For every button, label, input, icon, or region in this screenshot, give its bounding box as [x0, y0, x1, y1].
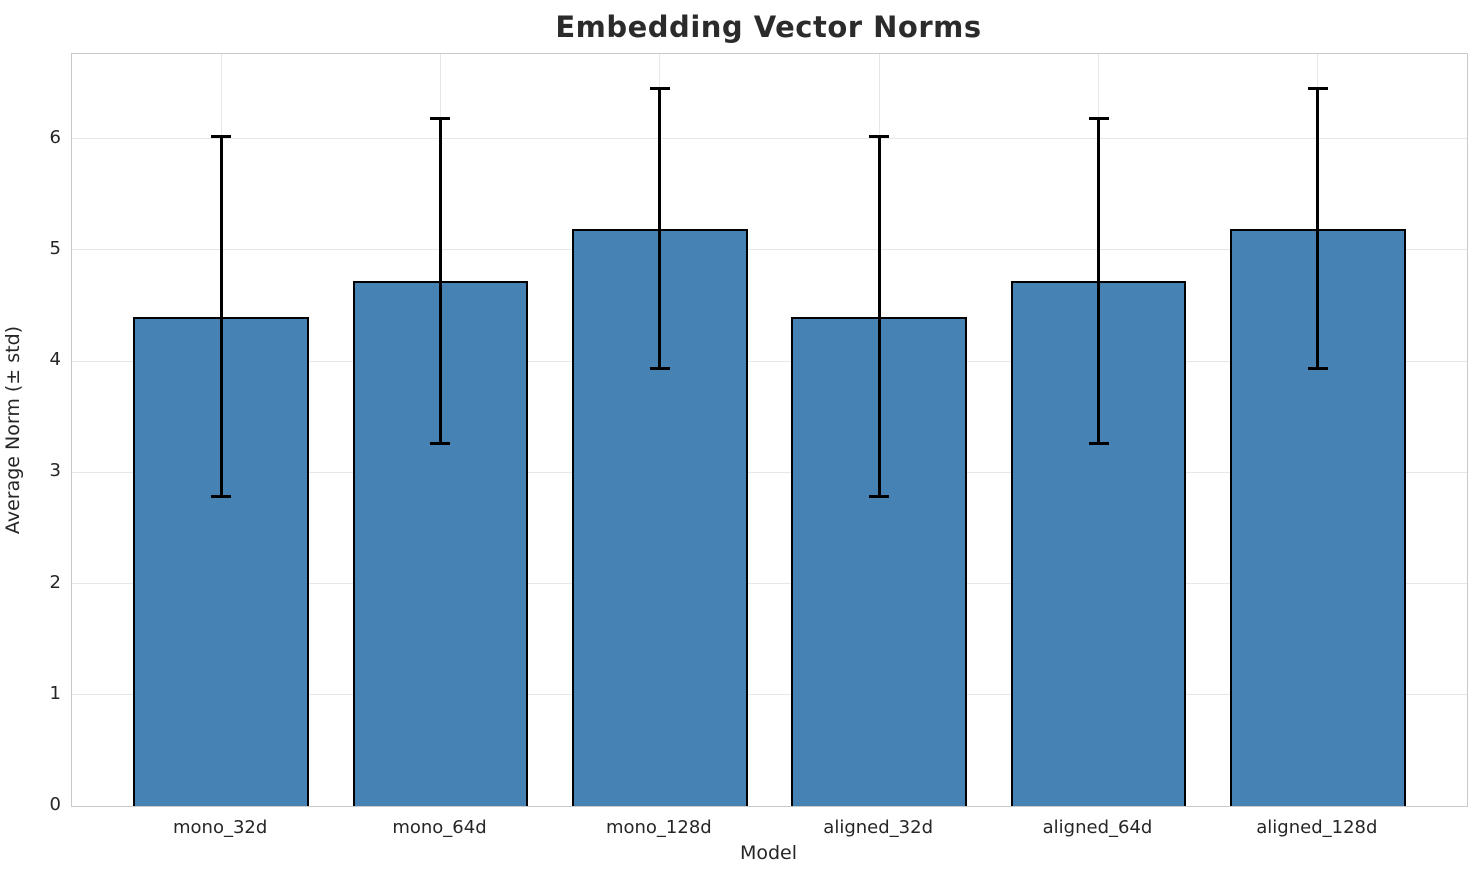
h-gridline-2: [72, 583, 1467, 585]
y-tick-6: 6: [49, 126, 61, 148]
error-cap-top-aligned_64d: [1088, 117, 1109, 121]
error-cap-bottom-aligned_64d: [1088, 441, 1109, 445]
h-gridline-3: [72, 471, 1467, 473]
h-gridline-1: [72, 694, 1467, 696]
error-bar-mono_128d: [658, 88, 662, 369]
x-axis-label: Model: [739, 842, 798, 864]
error-bar-aligned_128d: [1316, 88, 1320, 369]
y-tick-2: 2: [49, 571, 61, 593]
error-cap-top-aligned_32d: [869, 134, 890, 138]
x-tick-aligned_128d: aligned_128d: [1256, 817, 1378, 838]
y-tick-1: 1: [49, 682, 61, 704]
y-tick-0: 0: [49, 794, 61, 815]
error-bar-aligned_32d: [877, 136, 881, 497]
plot-area: [71, 53, 1468, 807]
error-cap-top-mono_32d: [211, 134, 232, 138]
error-cap-bottom-mono_64d: [430, 441, 451, 445]
x-tick-mono_128d: mono_128d: [605, 817, 712, 838]
h-gridline-6: [72, 138, 1467, 140]
h-gridline-5: [72, 249, 1467, 251]
error-cap-bottom-mono_128d: [649, 367, 670, 371]
error-cap-top-aligned_128d: [1307, 87, 1328, 90]
chart-title: Embedding Vector Norms: [555, 10, 982, 44]
error-cap-top-mono_64d: [430, 117, 451, 121]
error-cap-bottom-aligned_32d: [869, 495, 890, 499]
error-cap-bottom-aligned_128d: [1307, 367, 1328, 371]
h-gridline-4: [72, 360, 1467, 362]
error-cap-top-mono_128d: [649, 87, 670, 90]
x-tick-aligned_64d: aligned_64d: [1042, 817, 1153, 838]
y-tick-4: 4: [49, 349, 61, 371]
error-bar-aligned_64d: [1097, 118, 1100, 444]
x-tick-mono_32d: mono_32d: [172, 817, 268, 838]
error-bar-mono_32d: [219, 136, 223, 497]
y-tick-3: 3: [49, 460, 61, 482]
x-tick-mono_64d: mono_64d: [392, 817, 487, 838]
x-tick-aligned_32d: aligned_32d: [823, 817, 933, 838]
y-tick-5: 5: [49, 237, 61, 259]
error-bar-mono_64d: [438, 118, 442, 444]
error-cap-bottom-mono_32d: [211, 495, 232, 499]
